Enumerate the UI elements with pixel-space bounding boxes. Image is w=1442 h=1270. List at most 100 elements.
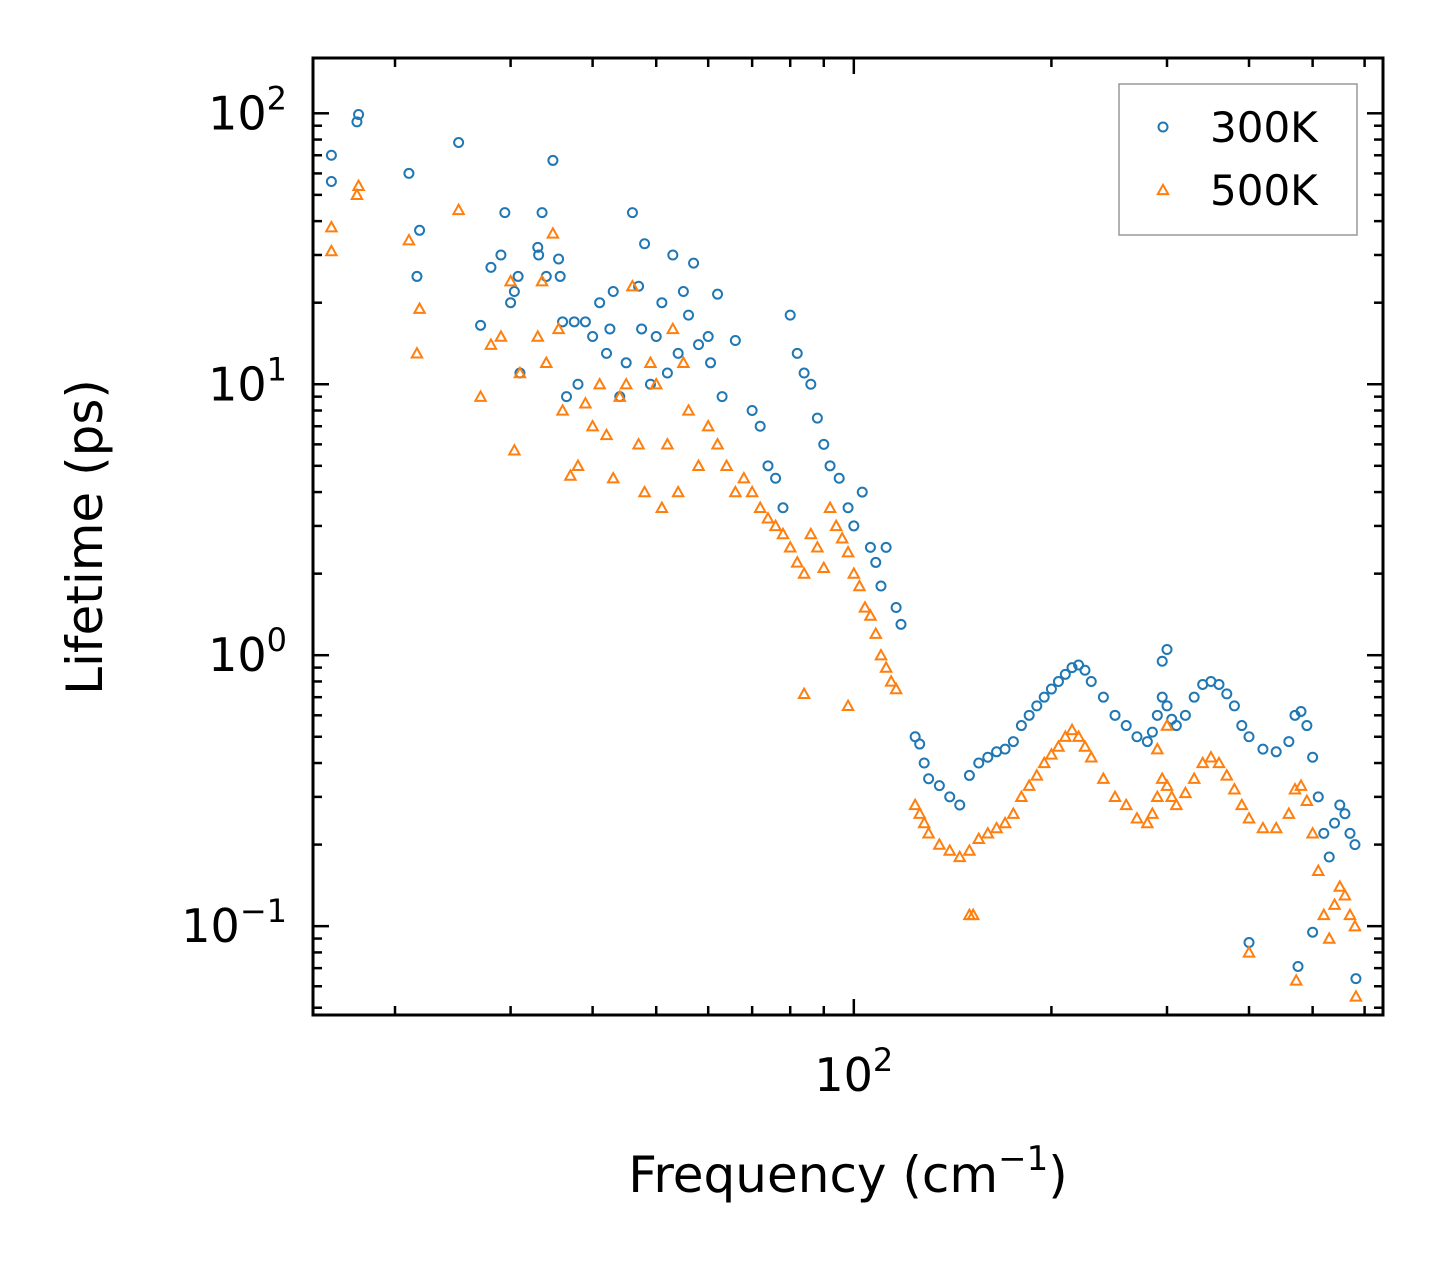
point-500K <box>816 560 831 574</box>
point-300K <box>508 285 520 297</box>
point-500K <box>671 484 686 498</box>
point-300K <box>1221 688 1233 700</box>
point-500K <box>884 674 899 687</box>
point-500K <box>1044 747 1059 760</box>
point-500K <box>1160 718 1174 731</box>
y-tick-label: 100 <box>208 621 287 682</box>
point-300K <box>683 309 695 321</box>
point-500K <box>513 365 527 379</box>
point-300K <box>672 347 684 359</box>
point-300K <box>568 316 580 328</box>
point-300K <box>1292 960 1304 972</box>
point-300K <box>754 420 766 432</box>
point-300K <box>325 176 337 188</box>
point-500K <box>790 555 805 568</box>
point-300K <box>1059 668 1071 680</box>
point-500K <box>1078 739 1092 752</box>
point-500K <box>1212 755 1226 769</box>
point-500K <box>1051 739 1066 752</box>
y-tick-label: 101 <box>208 350 287 411</box>
point-300K <box>499 207 511 219</box>
point-300K <box>351 116 363 128</box>
point-500K <box>1242 811 1256 824</box>
point-300K <box>705 357 717 369</box>
point-300K <box>1312 791 1324 803</box>
point-500K <box>1119 797 1134 811</box>
point-300K <box>880 541 892 553</box>
point-500K <box>592 376 607 390</box>
point-300K <box>1307 751 1319 763</box>
point-300K <box>982 751 994 763</box>
point-300K <box>1323 851 1335 863</box>
point-300K <box>1120 720 1132 732</box>
point-500K <box>1145 806 1160 819</box>
point-300K <box>702 331 714 343</box>
point-300K <box>818 438 830 450</box>
point-500K <box>691 458 706 471</box>
point-300K <box>944 791 956 803</box>
point-500K <box>728 484 743 498</box>
point-500K <box>625 278 640 292</box>
point-300K <box>414 224 426 236</box>
point-500K <box>761 511 775 524</box>
point-500K <box>1311 863 1326 877</box>
point-500K <box>745 484 760 498</box>
point-500K <box>1289 973 1304 986</box>
point-500K <box>535 273 549 287</box>
point-500K <box>1058 729 1073 742</box>
point-300K <box>693 339 705 351</box>
point-300K <box>791 347 803 359</box>
point-300K <box>729 335 741 347</box>
point-300K <box>607 285 619 297</box>
point-300K <box>1270 746 1282 758</box>
point-500K <box>912 806 927 819</box>
point-500K <box>874 647 888 661</box>
point-300K <box>1236 720 1248 732</box>
point-300K <box>798 367 810 379</box>
point-300K <box>512 270 524 282</box>
point-300K <box>1052 675 1064 687</box>
point-500K <box>324 243 339 257</box>
point-300K <box>554 270 566 282</box>
point-300K <box>1161 700 1173 712</box>
point-500K <box>803 526 818 540</box>
point-500K <box>719 458 734 471</box>
point-500K <box>1178 785 1193 799</box>
legend-box <box>1118 83 1358 236</box>
point-500K <box>654 500 669 513</box>
legend-label-300K: 300K <box>1210 103 1319 152</box>
point-500K <box>612 389 627 402</box>
point-300K <box>918 757 930 769</box>
point-500K <box>1227 782 1242 795</box>
point-300K <box>784 309 796 321</box>
point-500K <box>578 396 593 409</box>
point-300K <box>833 472 845 484</box>
point-500K <box>1169 797 1184 811</box>
point-500K <box>1322 931 1337 944</box>
point-500K <box>637 484 652 498</box>
point-500K <box>1155 771 1170 784</box>
y-tick-label: 10−1 <box>181 892 287 953</box>
point-500K <box>350 187 364 201</box>
point-300K <box>1161 643 1173 655</box>
point-300K <box>963 769 975 781</box>
point-300K <box>1079 664 1091 676</box>
point-500K <box>643 355 658 368</box>
point-500K <box>1029 768 1044 781</box>
y-tick-label: 102 <box>208 79 287 140</box>
legend-label-500K: 500K <box>1210 166 1319 215</box>
point-500K <box>1256 820 1270 834</box>
point-500K <box>1294 778 1308 791</box>
point-500K <box>1130 811 1144 824</box>
point-500K <box>563 468 578 481</box>
point-500K <box>1349 989 1363 1002</box>
plot-frame <box>311 56 1385 1017</box>
point-500K <box>660 437 675 450</box>
point-300K <box>1349 839 1361 851</box>
point-500K <box>1140 815 1155 829</box>
point-300K <box>811 412 823 424</box>
point-500K <box>1108 789 1122 803</box>
point-500K <box>599 427 614 441</box>
point-500K <box>1014 789 1029 803</box>
point-300K <box>1141 736 1153 748</box>
